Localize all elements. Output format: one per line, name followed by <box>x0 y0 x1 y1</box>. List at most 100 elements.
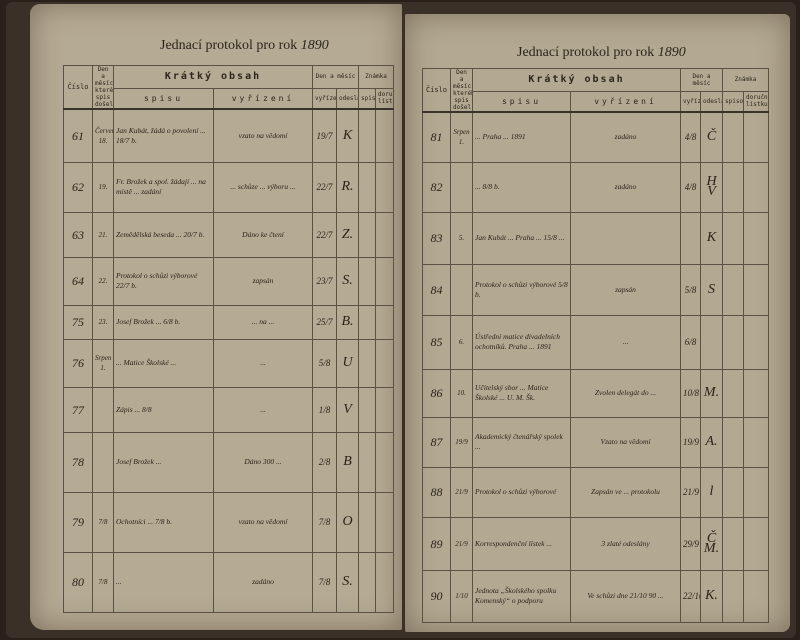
received-date: 19/9 <box>450 416 473 468</box>
entry-number: 61 <box>63 108 93 163</box>
received-date: 21/9 <box>450 516 473 571</box>
entry-number: 87 <box>422 416 451 468</box>
header-kratky-obsah: Krátký obsah <box>113 65 313 89</box>
entry-summary: Zápis ... 8/8 <box>113 386 214 433</box>
archive-cell <box>722 111 744 163</box>
archive-cell <box>358 551 376 613</box>
dispatch-mark: l <box>700 466 723 518</box>
ledger-row: 86 10. Učitelský sbor ... Matice Školské… <box>422 368 769 418</box>
entry-resolution: ... <box>570 314 681 370</box>
archive-cell <box>722 569 744 623</box>
entry-summary: Fr. Brožek a spol. žádají ... na místě .… <box>113 161 214 213</box>
header-znamka: Známka <box>722 68 769 92</box>
resolution-date: 22/7 <box>312 161 337 213</box>
entry-resolution: ... <box>213 338 313 388</box>
resolution-date: 5/8 <box>312 338 337 388</box>
archive-cell <box>358 256 376 306</box>
header-den-dosel: Den a měsíc, kterého spis došel <box>450 68 473 113</box>
entry-resolution: ... <box>213 386 313 433</box>
receipt-cell <box>743 161 769 213</box>
dispatch-mark: B. <box>336 304 359 340</box>
dispatch-mark: S. <box>336 551 359 613</box>
entry-number: 85 <box>422 314 451 370</box>
ledger-row: 78 Josef Brožek ... Dáno 300 ... 2/8 B <box>63 431 394 493</box>
receipt-cell <box>743 466 769 518</box>
entry-resolution: zadáno <box>570 111 681 163</box>
receipt-cell <box>743 516 769 571</box>
received-date: 23. <box>92 304 114 340</box>
receipt-cell <box>743 368 769 418</box>
received-date: 5. <box>450 211 473 265</box>
entry-resolution: Zvolen delegát do ... <box>570 368 681 418</box>
archive-cell <box>358 108 376 163</box>
resolution-date: 2/8 <box>312 431 337 493</box>
dispatch-mark: Z. <box>336 211 359 258</box>
ledger-row: 61 Červenec 18. Jan Kubát, žádá o povole… <box>63 108 394 163</box>
title-text: Jednací protokol pro rok <box>517 45 655 60</box>
entry-number: 84 <box>422 263 451 316</box>
entry-number: 62 <box>63 161 93 213</box>
dispatch-mark: V <box>336 386 359 433</box>
dispatch-mark: K <box>700 211 723 265</box>
receipt-cell <box>375 304 394 340</box>
resolution-date: 5/8 <box>680 263 701 316</box>
entry-summary: Akademický čtenářský spolek ... <box>472 416 571 468</box>
dispatch-mark: B <box>336 431 359 493</box>
entry-summary: Protokol o schůzi výborové 22/7 b. <box>113 256 214 306</box>
archive-cell <box>722 466 744 518</box>
header-kratky-obsah: Krátký obsah <box>472 68 681 92</box>
dispatch-mark: K. <box>700 569 723 623</box>
ledger-row: 87 19/9 Akademický čtenářský spolek ... … <box>422 416 769 468</box>
entry-summary: ... <box>113 551 214 613</box>
ledger-row: 89 21/9 Korrespondenční lístek ... 3 zla… <box>422 516 769 571</box>
receipt-cell <box>375 256 394 306</box>
entry-resolution: vzato na vědomí <box>213 108 313 163</box>
header-spisovny: spisovny <box>722 90 744 113</box>
entry-number: 80 <box>63 551 93 613</box>
entry-summary: Jan Kubát, žádá o povolení ... 18/7 b. <box>113 108 214 163</box>
receipt-cell <box>743 314 769 370</box>
dispatch-mark <box>700 314 723 370</box>
archive-cell <box>722 161 744 213</box>
archive-cell <box>722 416 744 468</box>
ledger-row: 82 ... 8/8 b. zadáno 4/8 H V <box>422 161 769 213</box>
header-znamka: Známka <box>358 65 394 89</box>
archive-cell <box>722 211 744 265</box>
entry-number: 89 <box>422 516 451 571</box>
archive-cell <box>358 431 376 493</box>
entry-number: 78 <box>63 431 93 493</box>
header-vyrizeni-date: vyřízení <box>312 87 337 110</box>
dispatch-mark: A. <box>700 416 723 468</box>
entry-summary: Josef Brožek ... 6/8 b. <box>113 304 214 340</box>
ledger-row: 90 1/10 Jednota „Školského spolku Komens… <box>422 569 769 623</box>
entry-summary: Jan Kubát ... Praha ... 15/8 ... <box>472 211 571 265</box>
resolution-date: 29/9 <box>680 516 701 571</box>
receipt-cell <box>375 491 394 553</box>
received-date <box>450 161 473 213</box>
header-odeslani: odeslání <box>336 87 359 110</box>
entry-summary: Zemědělská beseda ... 20/7 b. <box>113 211 214 258</box>
entry-number: 64 <box>63 256 93 306</box>
header-spisovny: spisovny <box>358 87 376 110</box>
title-text: Jednací protokol pro rok <box>160 38 298 53</box>
entry-resolution: Dáno 300 ... <box>213 431 313 493</box>
receipt-cell <box>375 108 394 163</box>
receipt-cell <box>375 551 394 613</box>
received-date <box>92 431 114 493</box>
entry-summary: Josef Brožek ... <box>113 431 214 493</box>
dispatch-mark: Č M. <box>700 516 723 571</box>
resolution-date: 25/7 <box>312 304 337 340</box>
header-odeslani: odeslání <box>700 90 723 113</box>
entry-number: 86 <box>422 368 451 418</box>
header-vyrizeni-date: vyřízení <box>680 90 701 113</box>
received-date: 7/8 <box>92 491 114 553</box>
received-date: Srpen 1. <box>92 338 114 388</box>
ledger-row: 79 7/8 Ochotníci ... 7/8 b. vzato na věd… <box>63 491 394 553</box>
archive-cell <box>358 304 376 340</box>
ledger-row: 83 5. Jan Kubát ... Praha ... 15/8 ... K <box>422 211 769 265</box>
header-den-a-mesic: Den a měsíc <box>312 65 359 89</box>
receipt-cell <box>375 431 394 493</box>
receipt-cell <box>743 416 769 468</box>
resolution-date: 4/8 <box>680 161 701 213</box>
entry-number: 63 <box>63 211 93 258</box>
